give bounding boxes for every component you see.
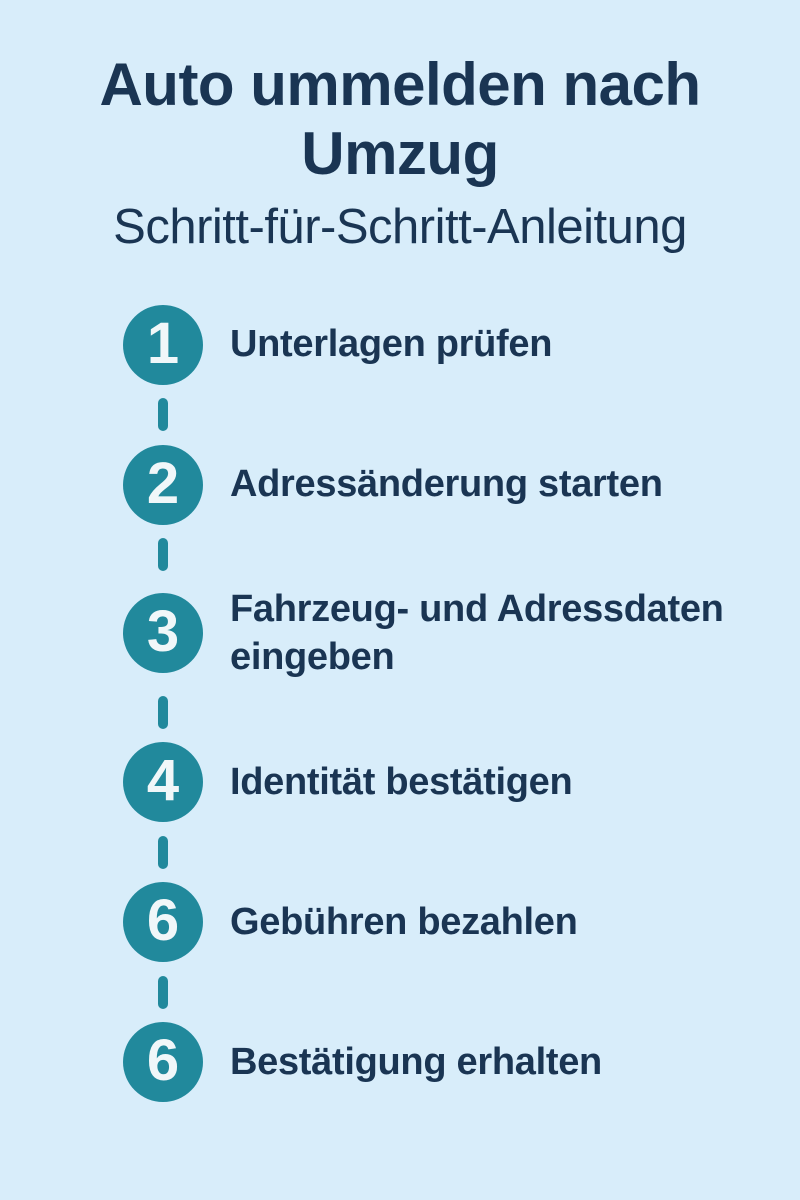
header: Auto ummelden nach Umzug Schritt-für-Sch…	[0, 0, 800, 257]
step-number: 6	[146, 888, 180, 954]
step-number-badge: 3	[123, 593, 203, 674]
step-connector	[123, 525, 753, 585]
step-item-6: 6 Bestätigung erhalten	[123, 1022, 753, 1103]
step-number-badge: 6	[123, 1022, 203, 1103]
step-connector	[123, 682, 753, 742]
step-label: Fahrzeug- und Adressdaten eingeben	[230, 587, 724, 679]
step-number-badge: 1	[123, 304, 203, 385]
title-line-1: Auto ummelden nach	[99, 51, 701, 118]
step-label: Identität bestätigen	[230, 760, 573, 803]
step-label: Unterlagen prüfen	[230, 323, 553, 366]
step-connector	[123, 385, 753, 445]
step-number: 2	[146, 450, 180, 516]
step-number: 1	[146, 310, 180, 376]
connector-dash	[158, 398, 168, 432]
step-label: Gebühren bezahlen	[230, 900, 578, 943]
step-number-badge: 6	[123, 882, 203, 963]
connector-dash	[158, 975, 168, 1009]
step-label: Bestätigung erhalten	[230, 1040, 602, 1083]
step-item-2: 2 Adressänderung starten	[123, 444, 753, 525]
page-subtitle: Schritt-für-Schritt-Anleitung	[113, 200, 687, 254]
step-item-5: 6 Gebühren bezahlen	[123, 882, 753, 963]
step-connector	[123, 822, 753, 882]
step-label: Adressänderung starten	[230, 463, 663, 506]
step-connector	[123, 962, 753, 1022]
connector-dash	[158, 538, 168, 572]
step-number-badge: 2	[123, 444, 203, 525]
connector-dash	[158, 835, 168, 869]
step-number: 4	[146, 748, 180, 814]
step-item-4: 4 Identität bestätigen	[123, 742, 753, 823]
page-title: Auto ummelden nach Umzug	[0, 50, 800, 188]
step-number: 6	[146, 1028, 180, 1094]
step-item-1: 1 Unterlagen prüfen	[123, 304, 753, 385]
step-item-3: 3 Fahrzeug- und Adressdaten eingeben	[123, 585, 753, 682]
step-number-badge: 4	[123, 742, 203, 823]
title-line-2: Umzug	[301, 120, 499, 187]
step-number: 3	[146, 599, 180, 665]
steps-list: 1 Unterlagen prüfen 2 Adressänderung sta…	[123, 304, 753, 1103]
connector-dash	[158, 695, 168, 729]
